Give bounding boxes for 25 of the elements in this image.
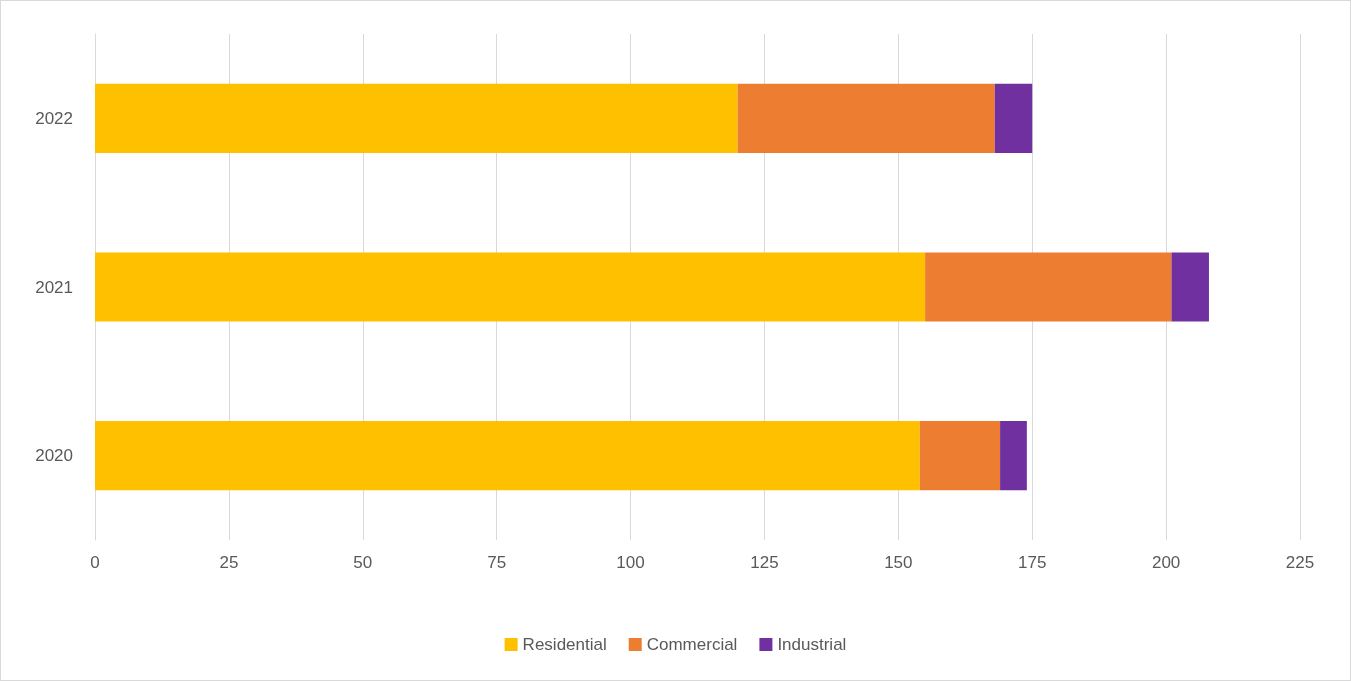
x-tick-label: 25 — [219, 553, 239, 572]
legend-label: Residential — [522, 635, 607, 654]
x-tick-label: 175 — [1018, 553, 1047, 572]
bar — [1171, 252, 1209, 322]
legend-label: Commercial — [646, 635, 738, 654]
x-tick-label: 150 — [884, 553, 913, 572]
bar — [1000, 421, 1027, 491]
bar — [95, 83, 738, 153]
x-tick-label: 100 — [616, 553, 645, 572]
y-tick-label: 2021 — [35, 277, 73, 297]
bar — [925, 252, 1172, 322]
x-tick-label: 125 — [750, 553, 779, 572]
bar — [95, 252, 926, 322]
x-tick-label: 225 — [1285, 553, 1315, 572]
legend-label: Industrial — [777, 635, 847, 654]
bar — [919, 421, 1001, 491]
bar — [994, 83, 1033, 153]
y-tick-label: 2022 — [35, 108, 73, 128]
x-tick-label: 75 — [487, 553, 507, 572]
x-tick-label: 50 — [353, 553, 373, 572]
x-tick-label: 200 — [1151, 553, 1181, 572]
x-tick-label: 0 — [90, 553, 100, 572]
bar — [737, 83, 995, 153]
bar — [95, 421, 920, 491]
y-tick-label: 2020 — [35, 446, 73, 466]
